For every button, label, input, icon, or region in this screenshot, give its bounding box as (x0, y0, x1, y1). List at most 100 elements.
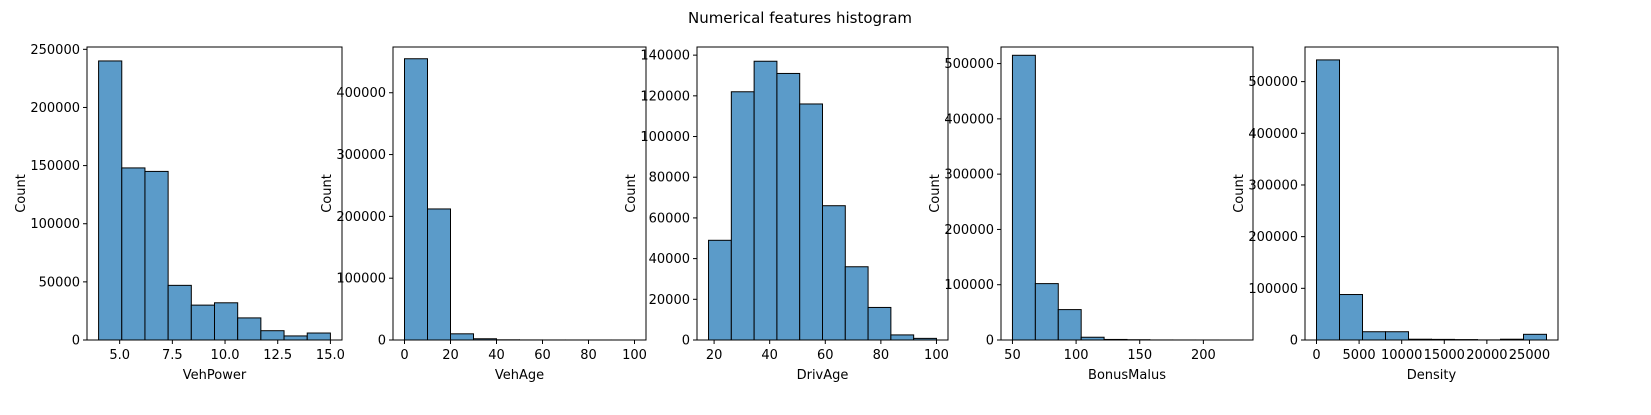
y-tick-label: 400000 (1248, 127, 1298, 142)
x-tick-label: 80 (580, 348, 597, 363)
y-tick-label: 100000 (1248, 282, 1298, 297)
x-tick-label: 15000 (1424, 348, 1465, 363)
y-tick-label: 100000 (640, 130, 690, 145)
y-tick-label: 500000 (1248, 75, 1298, 90)
x-tick-label: 7.5 (162, 348, 183, 363)
histogram-bar (891, 335, 914, 340)
subplot-bonusmalus: 50 100 150 200 0 100000 200000 300000 400000 5000… (928, 47, 1253, 383)
y-tick-label: 200000 (336, 210, 386, 225)
histogram-bar (284, 336, 307, 340)
x-axis-label: BonusMalus (1088, 368, 1166, 383)
y-tick-label: 200000 (30, 101, 80, 116)
x-tick-label: 5.0 (109, 348, 130, 363)
x-tick-label: 100 (1064, 348, 1089, 363)
histogram-bar (145, 171, 168, 340)
histogram-bar (868, 307, 891, 340)
y-tick-label: 200000 (944, 223, 994, 238)
histogram-bar (215, 303, 238, 340)
y-axis-label: Count (1232, 174, 1247, 213)
histogram-bar (99, 61, 122, 340)
histogram-bar (238, 318, 261, 340)
figure-title: Numerical features histogram (688, 9, 912, 27)
y-tick-label: 0 (72, 334, 80, 349)
y-tick-label: 20000 (649, 293, 690, 308)
y-tick-label: 300000 (336, 148, 386, 163)
histogram-bar (1524, 334, 1547, 340)
histogram-bar (405, 59, 428, 340)
histogram-bar (191, 305, 214, 340)
x-tick-label: 40 (761, 348, 778, 363)
histogram-bar (731, 92, 754, 340)
histogram-bar (1340, 295, 1363, 340)
histogram-bar (1386, 332, 1409, 340)
histogram-bar (800, 104, 823, 340)
x-tick-label: 60 (534, 348, 551, 363)
y-tick-label: 100000 (336, 272, 386, 287)
y-tick-label: 100000 (944, 278, 994, 293)
x-axis-label: VehAge (495, 368, 544, 383)
histogram-bar (823, 206, 846, 340)
y-axis-label: Count (320, 174, 335, 213)
x-axis-label: VehPower (183, 368, 247, 383)
y-tick-label: 150000 (30, 159, 80, 174)
histogram-bar (1035, 284, 1058, 340)
histogram-bar (1012, 55, 1035, 340)
y-tick-label: 140000 (640, 49, 690, 64)
y-tick-label: 500000 (944, 57, 994, 72)
histogram-bar (1317, 60, 1340, 340)
y-axis-label: Count (928, 174, 943, 213)
y-axis-label: Count (14, 174, 29, 213)
x-tick-label: 15.0 (316, 348, 345, 363)
histogram-bar (261, 331, 284, 340)
x-axis-label: DrivAge (797, 368, 849, 383)
y-tick-label: 0 (378, 334, 386, 349)
x-tick-label: 80 (873, 348, 890, 363)
y-tick-label: 120000 (640, 89, 690, 104)
y-tick-label: 100000 (30, 217, 80, 232)
x-tick-label: 20 (442, 348, 459, 363)
x-tick-label: 100 (622, 348, 647, 363)
y-axis-label: Count (624, 174, 639, 213)
x-tick-label: 0 (1312, 348, 1320, 363)
histogram-bar (845, 267, 868, 340)
y-tick-label: 300000 (944, 168, 994, 183)
y-tick-label: 0 (682, 334, 690, 349)
x-tick-label: 100 (924, 348, 949, 363)
x-tick-label: 12.5 (263, 348, 292, 363)
y-tick-label: 40000 (649, 252, 690, 267)
x-tick-label: 50 (1004, 348, 1021, 363)
y-tick-label: 400000 (944, 112, 994, 127)
y-tick-label: 250000 (30, 43, 80, 58)
x-tick-label: 5000 (1343, 348, 1376, 363)
histogram-bar (709, 240, 732, 340)
x-tick-label: 0 (400, 348, 408, 363)
y-tick-label: 400000 (336, 86, 386, 101)
histogram-bar (122, 168, 145, 340)
x-tick-label: 200 (1191, 348, 1216, 363)
histogram-bar (1363, 332, 1386, 340)
x-tick-label: 150 (1127, 348, 1152, 363)
x-tick-label: 10000 (1381, 348, 1422, 363)
histogram-bar (777, 73, 800, 340)
x-tick-label: 20000 (1466, 348, 1507, 363)
x-tick-label: 60 (817, 348, 834, 363)
histogram-bar (451, 334, 474, 340)
y-tick-label: 0 (1290, 334, 1298, 349)
y-tick-label: 0 (986, 334, 994, 349)
y-tick-label: 60000 (649, 211, 690, 226)
x-axis-label: Density (1407, 368, 1457, 383)
x-tick-label: 40 (488, 348, 505, 363)
y-tick-label: 300000 (1248, 178, 1298, 193)
y-tick-label: 200000 (1248, 230, 1298, 245)
x-tick-label: 25000 (1509, 348, 1550, 363)
histogram-bar (307, 333, 330, 340)
histogram-bar (168, 285, 191, 340)
histogram-bar (428, 209, 451, 340)
x-tick-label: 10.0 (211, 348, 240, 363)
y-tick-label: 80000 (649, 171, 690, 186)
